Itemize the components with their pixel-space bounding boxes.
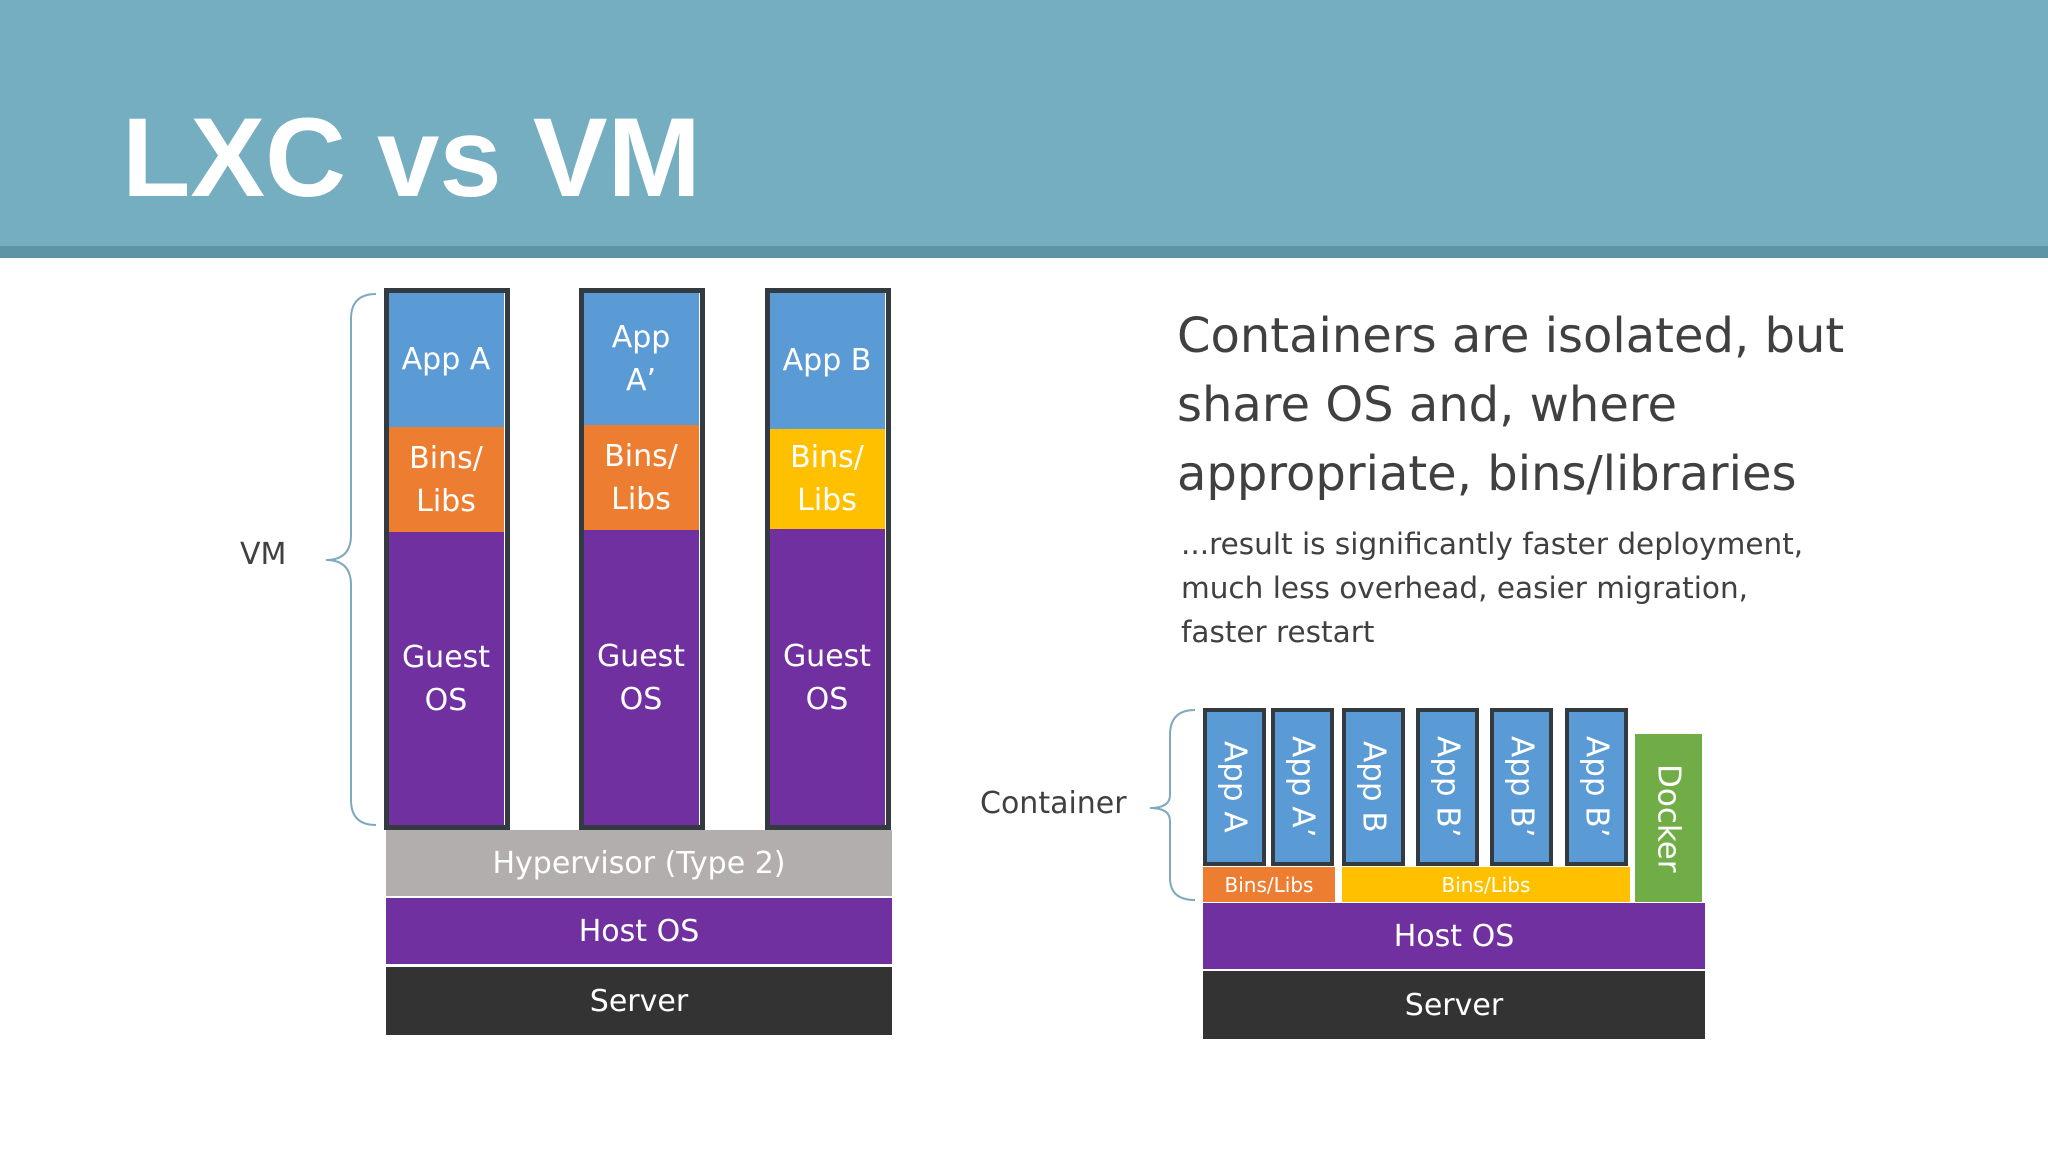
- container-app-block: App B: [1342, 708, 1405, 866]
- title-bar: [0, 0, 2048, 246]
- container-bins-a: Bins/Libs: [1203, 867, 1335, 902]
- title-bar-rule: [0, 246, 2048, 258]
- vm-bracket: [325, 293, 377, 826]
- container-app-block: App B’: [1416, 708, 1479, 866]
- vm-server-layer: Server: [386, 967, 892, 1035]
- vm-label: VM: [240, 537, 287, 572]
- slide-heading: Containers are isolated, but share OS an…: [1177, 308, 1845, 502]
- vm-app-block: App A’: [583, 292, 699, 425]
- vm-host-os-layer: Host OS: [386, 898, 892, 964]
- vm-bins-block: Bins/ Libs: [769, 429, 885, 529]
- vm-app-block: App A: [388, 292, 504, 427]
- container-bracket: [1149, 709, 1196, 901]
- vm-bins-block: Bins/ Libs: [583, 425, 699, 530]
- container-app-block: App A’: [1271, 708, 1334, 866]
- container-label: Container: [980, 786, 1127, 821]
- container-host-os-layer: Host OS: [1203, 903, 1705, 969]
- container-app-block: App B’: [1490, 708, 1553, 866]
- docker-engine-block: Docker: [1635, 734, 1702, 902]
- vm-bins-block: Bins/ Libs: [388, 427, 504, 532]
- hypervisor-layer: Hypervisor (Type 2): [386, 830, 892, 896]
- slide-title: LXC vs VM: [122, 95, 701, 220]
- slide-subtext: ...result is significantly faster deploy…: [1181, 527, 1804, 649]
- vm-guest-os-block: Guest OS: [583, 530, 699, 826]
- vm-guest-os-block: Guest OS: [769, 529, 885, 826]
- vm-app-block: App B: [769, 292, 885, 429]
- container-bins-b: Bins/Libs: [1342, 867, 1630, 902]
- container-app-block: App A: [1203, 708, 1266, 866]
- vm-guest-os-block: Guest OS: [388, 532, 504, 826]
- container-server-layer: Server: [1203, 971, 1705, 1039]
- container-app-block: App B’: [1565, 708, 1628, 866]
